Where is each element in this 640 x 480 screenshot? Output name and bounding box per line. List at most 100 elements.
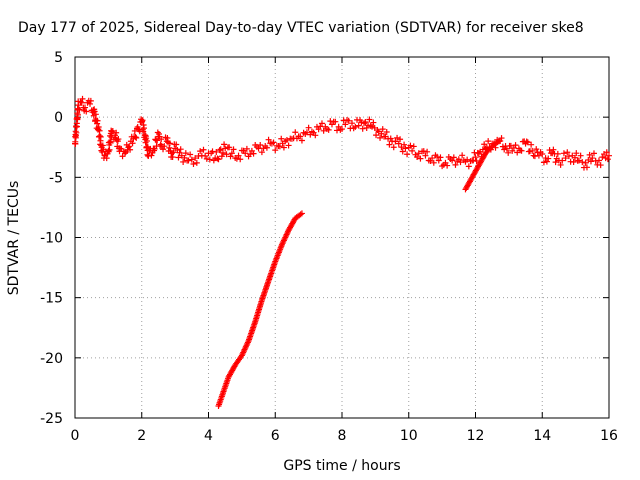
data-point-main-band <box>332 118 339 125</box>
data-point-main-band <box>73 129 80 136</box>
data-point-main-band <box>73 123 80 130</box>
data-point-main-band <box>122 150 129 157</box>
data-point-main-band <box>564 149 571 156</box>
data-point-main-band <box>173 141 180 148</box>
data-point-main-band <box>312 132 319 139</box>
data-point-main-band <box>193 159 200 166</box>
data-point-main-band <box>352 123 359 130</box>
data-point-main-band <box>197 148 204 155</box>
data-point-main-band <box>164 135 171 142</box>
data-point-main-band <box>535 152 542 159</box>
data-point-main-band <box>524 139 531 146</box>
data-point-main-band <box>218 153 225 160</box>
data-point-main-band <box>407 142 414 149</box>
data-point-main-band <box>243 145 250 152</box>
y-tick-label: -15 <box>40 291 63 307</box>
data-point-main-band <box>226 144 233 151</box>
data-point-main-band <box>597 162 604 169</box>
tick-labels: 0 2 4 6 8 10 12 14 16 5 0 -5 -10 -15 -20 -25 <box>40 50 618 444</box>
data-point-main-band <box>575 157 582 164</box>
data-point-main-band <box>82 104 89 111</box>
data-point-main-band <box>188 156 195 163</box>
data-point-main-band <box>166 140 173 147</box>
data-point-main-band <box>235 152 242 159</box>
data-point-main-band <box>366 116 373 123</box>
data-point-main-band <box>603 149 610 156</box>
data-point-main-band <box>543 158 550 165</box>
data-point-main-band <box>242 150 249 157</box>
data-point-main-band <box>479 146 486 153</box>
data-point-main-band <box>113 129 120 136</box>
data-point-main-band <box>514 149 521 156</box>
data-point-main-band <box>583 164 590 171</box>
data-point-main-band <box>108 128 115 135</box>
data-point-main-band <box>361 120 368 127</box>
data-point-main-band <box>94 117 101 124</box>
data-point-main-band <box>303 129 310 136</box>
data-point-main-band <box>570 158 577 165</box>
data-point-main-band <box>430 159 437 166</box>
data-point-main-band <box>409 147 416 154</box>
grid-lines <box>75 57 609 418</box>
data-point-main-band <box>103 155 110 162</box>
data-point-rising-segment <box>494 139 501 146</box>
data-point-main-band <box>503 145 510 152</box>
x-tick-label: 8 <box>338 428 347 444</box>
data-point-main-band <box>485 138 492 145</box>
data-point-main-band <box>237 156 244 163</box>
data-point-main-band <box>181 154 188 161</box>
x-tick-label: 2 <box>137 428 146 444</box>
data-point-main-band <box>292 129 299 136</box>
data-point-main-band <box>192 155 199 162</box>
data-point-main-band <box>349 120 356 127</box>
data-point-main-band <box>190 161 197 168</box>
data-point-main-band <box>450 154 457 161</box>
data-point-main-band <box>203 155 210 162</box>
data-point-main-band <box>397 136 404 143</box>
data-point-rising-segment <box>495 138 502 145</box>
data-point-main-band <box>297 133 304 140</box>
data-point-main-band <box>283 136 290 143</box>
data-point-main-band <box>221 141 228 148</box>
x-tick-label: 6 <box>271 428 280 444</box>
data-point-main-band <box>160 146 167 153</box>
data-point-main-band <box>148 152 155 159</box>
data-point-main-band <box>126 143 133 150</box>
x-axis-label: GPS time / hours <box>283 458 400 474</box>
data-point-lower-arc <box>298 210 305 217</box>
data-point-main-band <box>257 141 264 148</box>
data-point-main-band <box>579 159 586 166</box>
data-point-main-band <box>429 155 436 162</box>
data-point-main-band <box>363 124 370 131</box>
data-point-main-band <box>512 142 519 149</box>
data-point-main-band <box>182 150 189 157</box>
data-point-main-band <box>214 155 221 162</box>
data-point-main-band <box>457 159 464 166</box>
data-point-main-band <box>263 144 270 151</box>
data-point-main-band <box>115 136 122 143</box>
data-point-main-band <box>559 157 566 164</box>
data-point-main-band <box>129 140 136 147</box>
data-point-main-band <box>557 161 564 168</box>
data-point-main-band <box>223 151 230 158</box>
x-tick-label: 4 <box>204 428 213 444</box>
data-point-main-band <box>169 154 176 161</box>
data-point-main-band <box>163 138 170 145</box>
data-point-main-band <box>166 144 173 151</box>
data-point-main-band <box>175 154 182 161</box>
data-point-main-band <box>228 150 235 157</box>
data-point-main-band <box>604 156 611 163</box>
data-point-main-band <box>76 106 83 113</box>
data-point-main-band <box>106 146 113 153</box>
y-tick-label: -20 <box>40 351 63 367</box>
data-point-main-band <box>265 136 272 143</box>
data-point-lower-arc <box>297 211 304 218</box>
data-point-main-band <box>589 155 596 162</box>
data-point-main-band <box>417 155 424 162</box>
data-point-main-band <box>420 148 427 155</box>
data-point-main-band <box>307 131 314 138</box>
data-point-main-band <box>387 135 394 142</box>
data-point-main-band <box>133 134 140 141</box>
data-point-main-band <box>501 146 508 153</box>
